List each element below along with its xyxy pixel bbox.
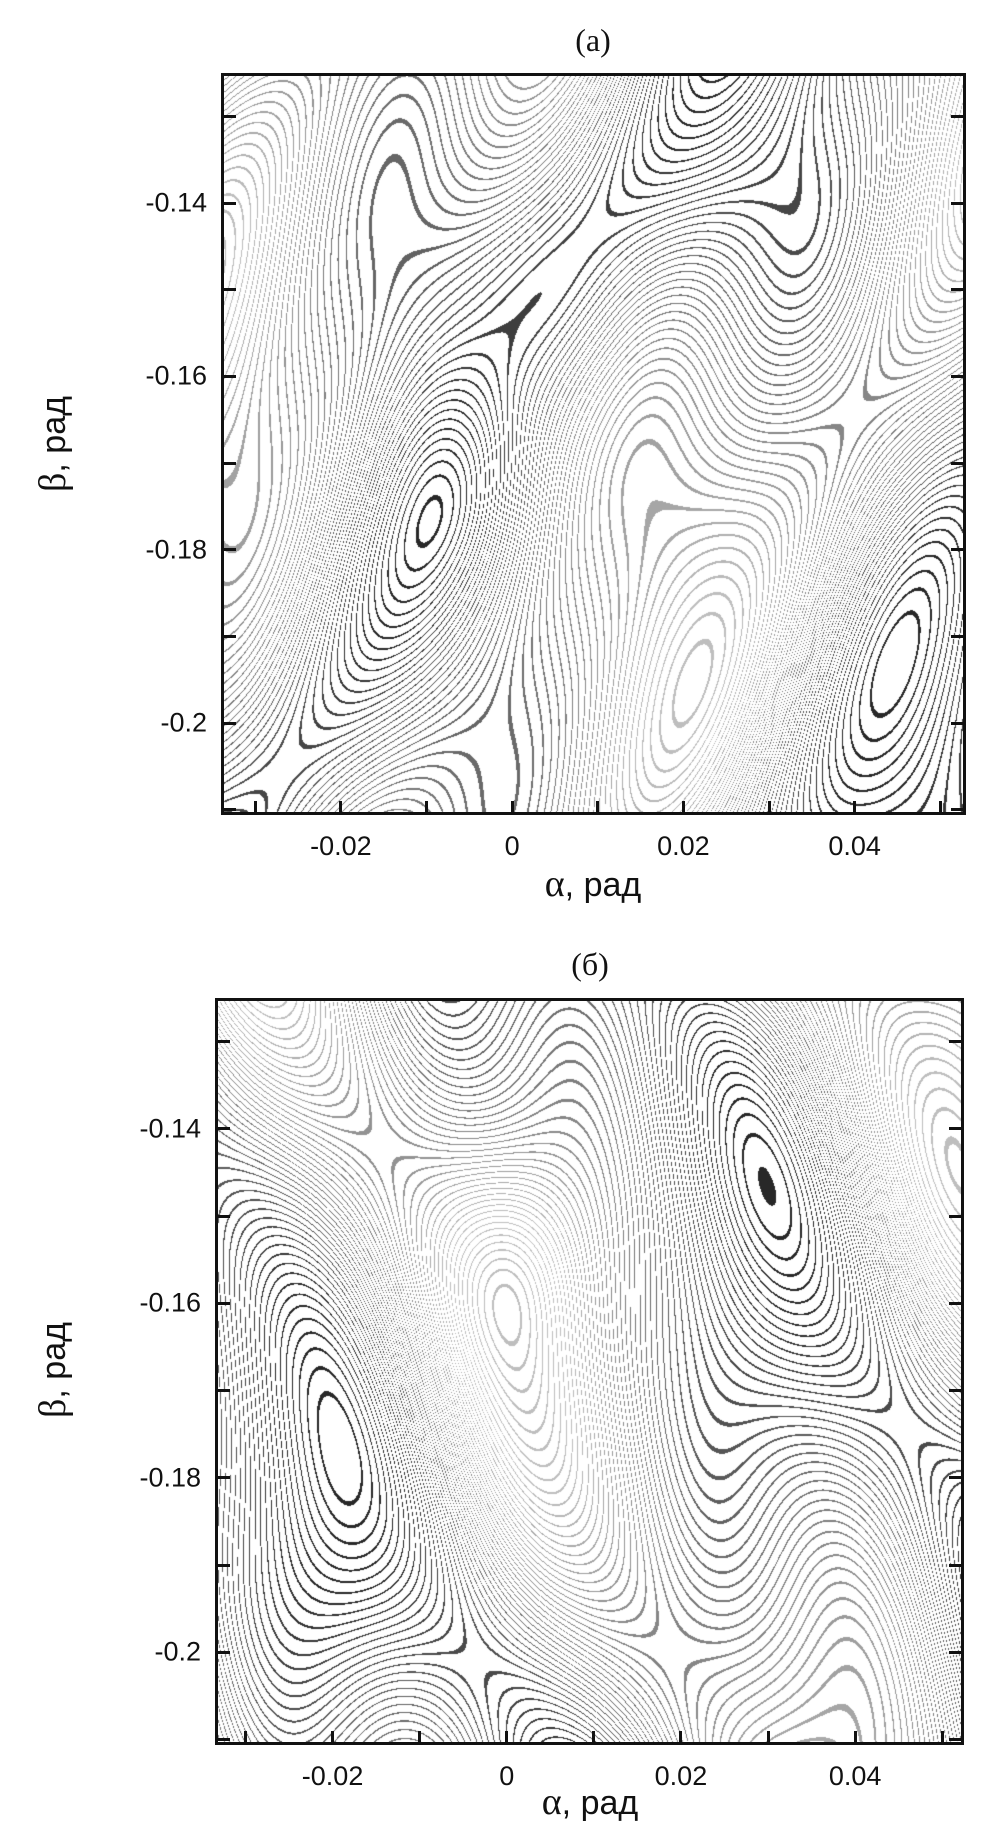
- y-unit: , рад: [35, 1322, 73, 1399]
- y-tick-mark: [218, 1650, 230, 1654]
- x-tick-mark: [331, 1731, 335, 1743]
- y-tick-mark: [949, 1040, 961, 1044]
- y-tick-mark: [951, 721, 963, 725]
- y-tick-mark: [949, 1214, 961, 1218]
- x-tick-label: 0.02: [654, 1761, 708, 1791]
- y-tick-label: -0.14: [139, 1113, 201, 1144]
- x-tick-label: 0.02: [657, 831, 710, 861]
- x-tick-mark: [940, 1731, 944, 1743]
- y-axis-label: β, рад: [31, 396, 75, 492]
- y-tick-mark: [949, 1476, 961, 1480]
- y-tick-mark: [951, 461, 963, 465]
- x-tick-label: 0.04: [828, 1761, 882, 1791]
- y-tick-mark: [224, 548, 236, 552]
- y-tick-mark: [949, 1738, 961, 1742]
- y-tick-mark: [224, 114, 236, 118]
- y-tick-mark: [951, 201, 963, 205]
- y-tick-mark: [949, 1563, 961, 1567]
- y-tick-mark: [224, 721, 236, 725]
- x-tick-label: 0.04: [828, 831, 881, 861]
- x-tick-mark: [505, 1731, 509, 1743]
- contour-map: [218, 1001, 961, 1742]
- contour-plot-area: [221, 73, 966, 815]
- x-tick-mark: [681, 801, 685, 813]
- x-tick-mark: [596, 801, 600, 813]
- x-tick-label: 0: [499, 1761, 515, 1791]
- y-tick-mark: [949, 1301, 961, 1305]
- y-tick-mark: [951, 374, 963, 378]
- y-tick-mark: [224, 288, 236, 292]
- y-tick-mark: [218, 1738, 230, 1742]
- panel-title: (a): [575, 22, 611, 58]
- y-tick-label: -0.14: [145, 187, 207, 218]
- y-tick-mark: [218, 1476, 230, 1480]
- x-tick-mark: [418, 1731, 422, 1743]
- y-tick-label: -0.2: [154, 1636, 201, 1667]
- y-tick-label: -0.16: [145, 360, 207, 391]
- y-tick-mark: [951, 114, 963, 118]
- x-tick-mark: [938, 801, 942, 813]
- x-tick-mark: [243, 1731, 247, 1743]
- x-tick-mark: [679, 1731, 683, 1743]
- y-tick-label: -0.2: [160, 707, 207, 738]
- x-tick-mark: [339, 801, 343, 813]
- x-tick-mark: [853, 1731, 857, 1743]
- x-tick-mark: [253, 801, 257, 813]
- y-tick-mark: [218, 1214, 230, 1218]
- y-unit: , рад: [35, 396, 73, 473]
- x-tick-mark: [766, 1731, 770, 1743]
- x-axis-label: α, рад: [545, 862, 641, 906]
- y-tick-label: -0.18: [145, 534, 207, 565]
- alpha-symbol: α: [544, 863, 565, 905]
- y-tick-mark: [224, 634, 236, 638]
- x-tick-label: -0.02: [301, 1761, 364, 1791]
- y-tick-mark: [951, 288, 963, 292]
- y-tick-mark: [951, 808, 963, 812]
- beta-symbol: β: [32, 1398, 74, 1418]
- y-tick-mark: [951, 634, 963, 638]
- y-tick-mark: [218, 1389, 230, 1393]
- y-axis-label: β, рад: [31, 1322, 75, 1418]
- y-tick-mark: [224, 201, 236, 205]
- x-unit: , рад: [564, 866, 642, 904]
- x-tick-mark: [510, 801, 514, 813]
- x-tick-mark: [425, 801, 429, 813]
- y-tick-mark: [218, 1040, 230, 1044]
- y-tick-mark: [224, 374, 236, 378]
- contour-plot-area: [215, 998, 964, 1745]
- y-tick-mark: [218, 1301, 230, 1305]
- x-tick-mark: [592, 1731, 596, 1743]
- alpha-symbol: α: [541, 1781, 562, 1823]
- x-unit: , рад: [561, 1784, 639, 1822]
- y-tick-mark: [949, 1650, 961, 1654]
- y-tick-mark: [949, 1389, 961, 1393]
- y-tick-label: -0.18: [139, 1462, 201, 1493]
- y-tick-mark: [218, 1563, 230, 1567]
- x-tick-mark: [853, 801, 857, 813]
- x-tick-label: 0: [504, 831, 520, 861]
- y-tick-mark: [224, 808, 236, 812]
- x-tick-label: -0.02: [310, 831, 372, 861]
- y-tick-label: -0.16: [139, 1287, 201, 1318]
- beta-symbol: β: [32, 472, 74, 492]
- y-tick-mark: [949, 1127, 961, 1131]
- y-tick-mark: [951, 548, 963, 552]
- y-tick-mark: [224, 461, 236, 465]
- y-tick-mark: [218, 1127, 230, 1131]
- x-axis-label: α, рад: [542, 1780, 638, 1824]
- contour-map: [224, 76, 963, 812]
- x-tick-mark: [767, 801, 771, 813]
- panel-title: (б): [571, 946, 609, 982]
